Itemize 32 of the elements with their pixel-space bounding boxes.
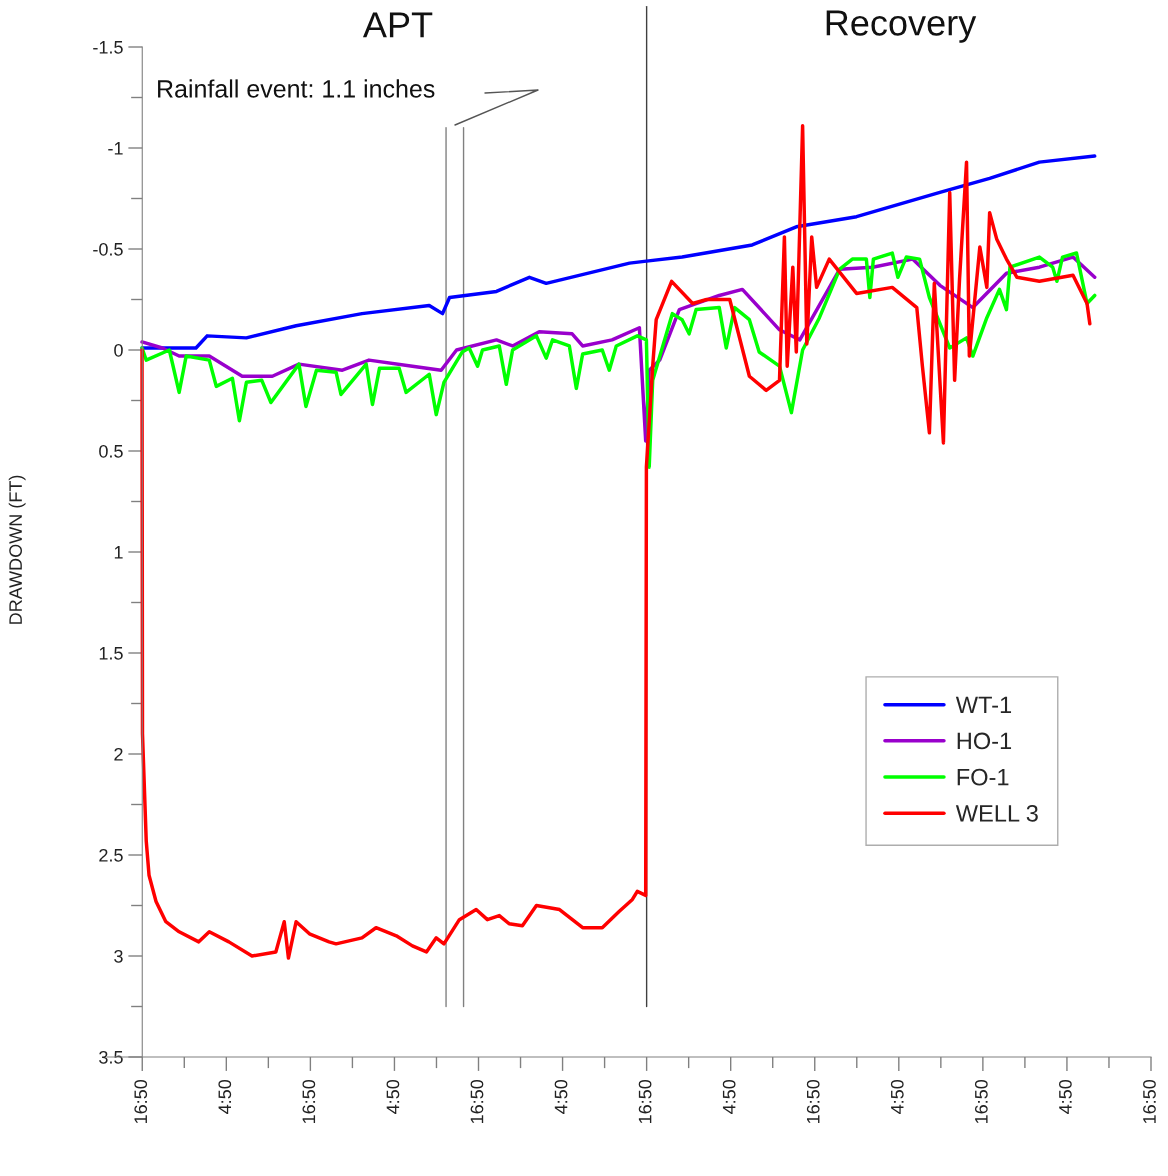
y-tick-label: 1.5	[99, 647, 123, 660]
x-tick-label: 16:50	[134, 1079, 148, 1124]
text: APT	[362, 12, 433, 38]
x-tick-label: 4:50	[218, 1079, 232, 1114]
x-tick-label: 16:50	[1143, 1079, 1156, 1124]
y-axis-title: DRAWDOWN (FT)	[8, 475, 26, 624]
y-tick-label: 2.5	[99, 848, 123, 862]
y-tick-label: 0	[114, 343, 123, 357]
y-tick-label: 1	[114, 546, 123, 559]
y-tick-label: 3	[114, 949, 123, 963]
x-tick-label: 16:50	[974, 1079, 988, 1124]
legend-label: HO-1	[957, 732, 1012, 750]
legend-label: WT-1	[955, 696, 1012, 713]
x-tick-label: 16:50	[302, 1079, 316, 1124]
legend-label: FO-1	[957, 768, 1009, 786]
x-tick-label: 4:50	[1059, 1079, 1072, 1114]
text: Recovery	[826, 10, 977, 43]
annotation: Rainfall event: 1.1 inches	[158, 79, 435, 98]
y-tick-label: 3.5	[99, 1050, 123, 1064]
legend-label: WELL 3	[955, 804, 1038, 822]
x-tick-label: 4:50	[554, 1079, 568, 1114]
x-tick-label: 16:50	[638, 1079, 652, 1124]
x-tick-label: 4:50	[890, 1079, 904, 1114]
x-tick-label: 4:50	[722, 1079, 736, 1114]
x-tick-label: 4:50	[386, 1079, 400, 1114]
x-tick-label: 16:50	[806, 1079, 820, 1124]
y-tick-label: -1	[108, 142, 123, 155]
x-tick-label: 16:50	[470, 1079, 484, 1124]
y-tick-label: -1.5	[93, 41, 123, 54]
y-tick-label: 2	[114, 747, 123, 761]
y-tick-label: -0.5	[93, 242, 123, 256]
y-tick-label: 0.5	[99, 444, 123, 458]
